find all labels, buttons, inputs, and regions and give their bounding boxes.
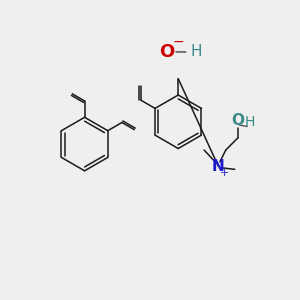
Text: −: − — [172, 34, 184, 49]
Text: +: + — [220, 168, 230, 178]
Text: H: H — [244, 115, 255, 129]
Text: N: N — [212, 159, 225, 174]
Text: O: O — [159, 43, 174, 61]
Text: O: O — [231, 113, 244, 128]
Text: H: H — [190, 44, 202, 59]
